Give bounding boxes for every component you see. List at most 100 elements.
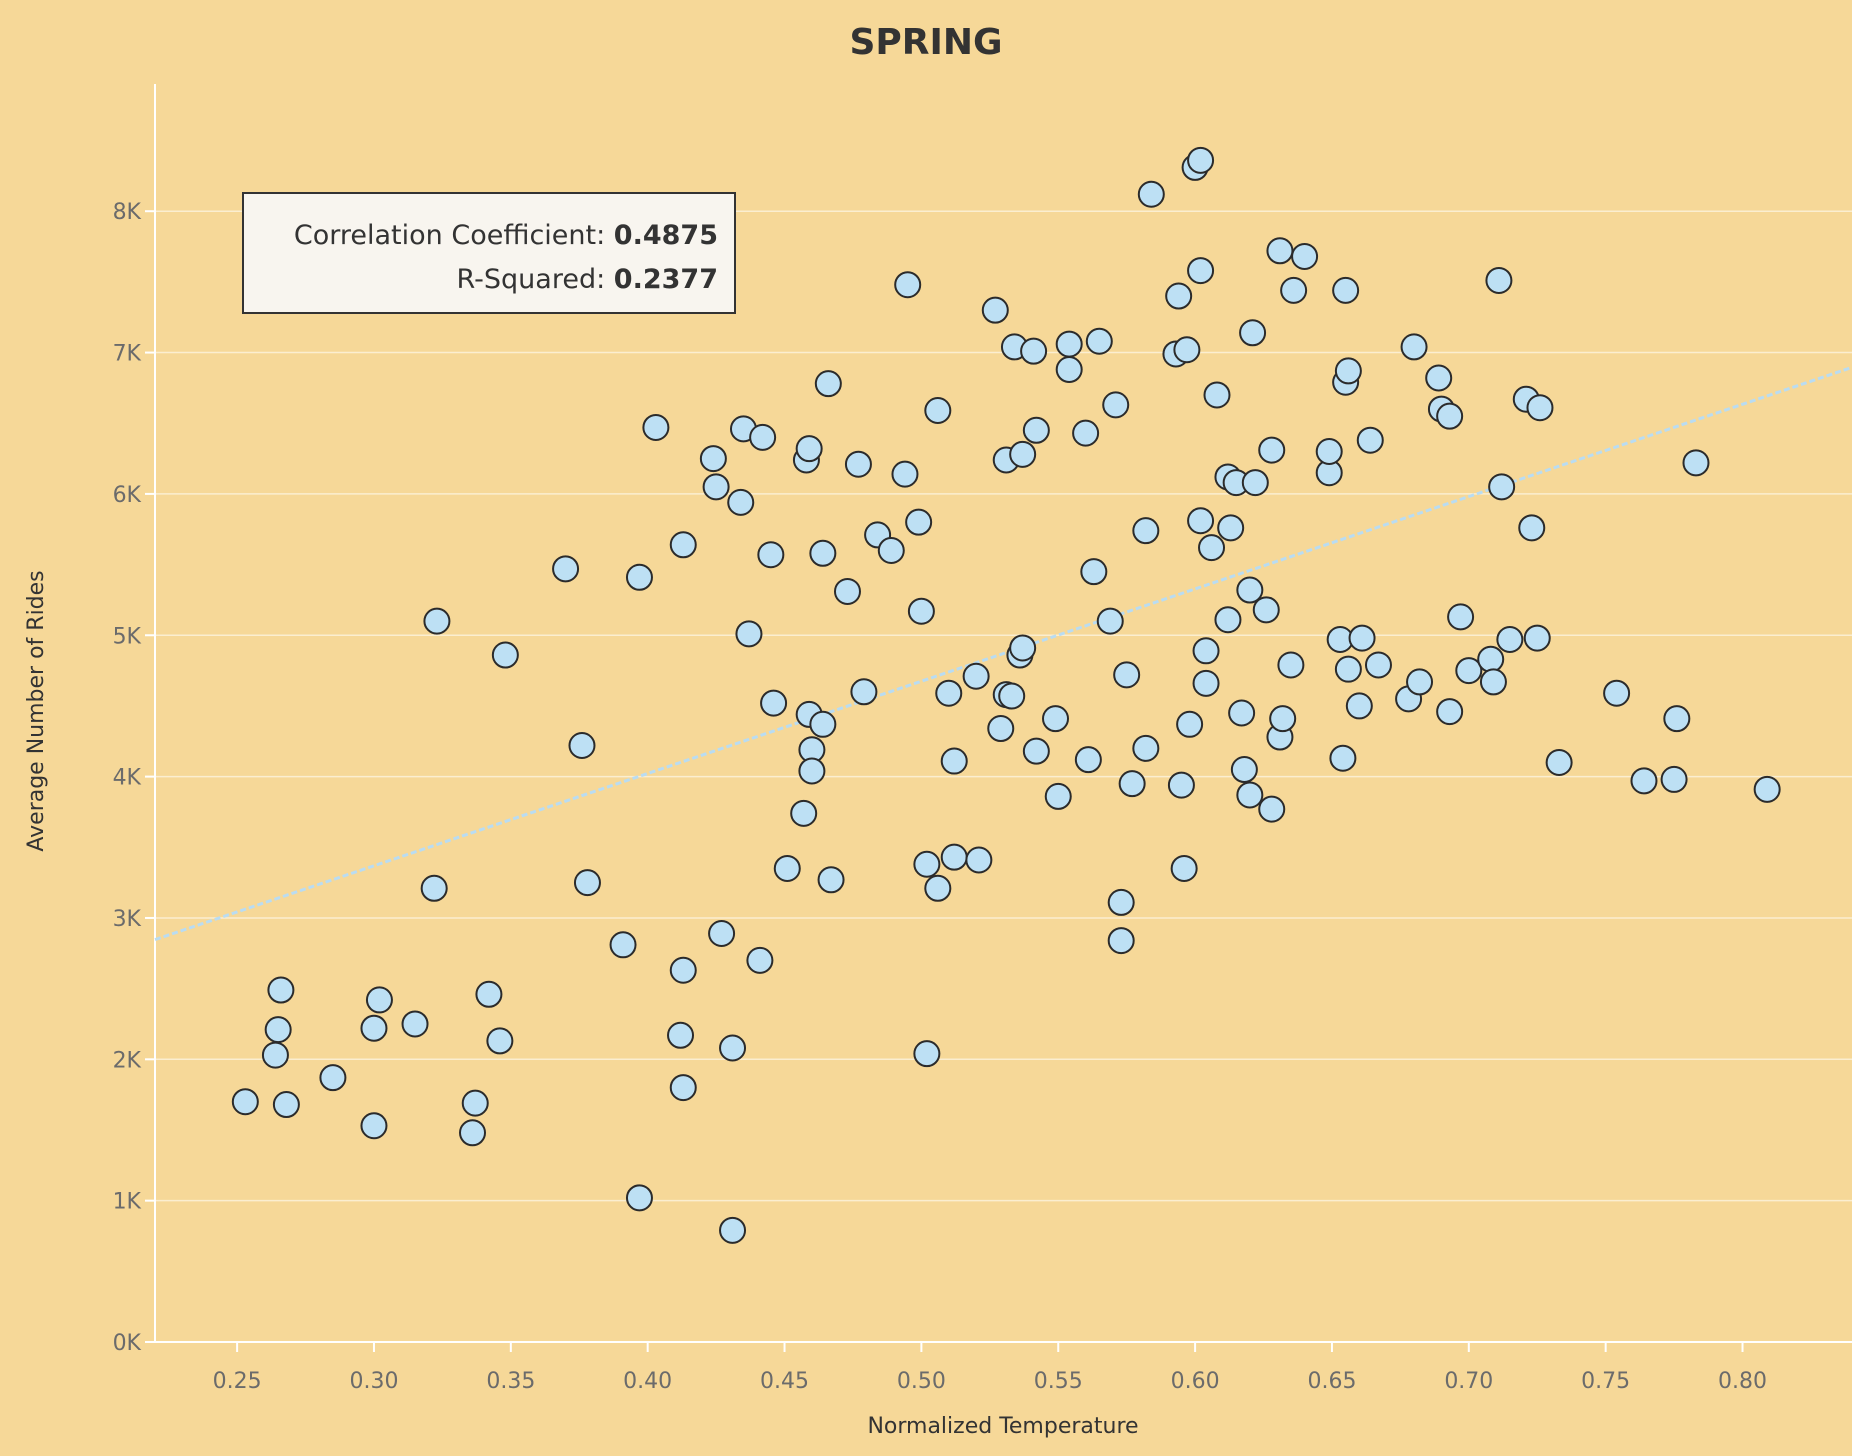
data-point[interactable] bbox=[568, 732, 596, 760]
data-point[interactable] bbox=[461, 1089, 489, 1117]
data-point[interactable] bbox=[1364, 651, 1392, 679]
data-point[interactable] bbox=[1603, 679, 1631, 707]
data-point[interactable] bbox=[1096, 607, 1124, 635]
data-point[interactable] bbox=[1074, 746, 1102, 774]
data-point[interactable] bbox=[757, 541, 785, 569]
data-point[interactable] bbox=[1228, 699, 1256, 727]
data-point[interactable] bbox=[1447, 603, 1475, 631]
data-point[interactable] bbox=[1406, 668, 1434, 696]
data-point[interactable] bbox=[1214, 606, 1242, 634]
data-point[interactable] bbox=[264, 1016, 292, 1044]
data-point[interactable] bbox=[1236, 781, 1264, 809]
data-point[interactable] bbox=[1085, 327, 1113, 355]
data-point[interactable] bbox=[1022, 737, 1050, 765]
data-point[interactable] bbox=[1203, 381, 1231, 409]
data-point[interactable] bbox=[907, 597, 935, 625]
data-point[interactable] bbox=[940, 747, 968, 775]
data-point[interactable] bbox=[1192, 669, 1220, 697]
data-point[interactable] bbox=[667, 1021, 695, 1049]
data-point[interactable] bbox=[231, 1088, 259, 1116]
data-point[interactable] bbox=[981, 296, 1009, 324]
data-point[interactable] bbox=[1682, 449, 1710, 477]
data-point[interactable] bbox=[1523, 624, 1551, 652]
data-point[interactable] bbox=[1080, 558, 1108, 586]
data-point[interactable] bbox=[987, 715, 1015, 743]
data-point[interactable] bbox=[1266, 237, 1294, 265]
data-point[interactable] bbox=[1236, 576, 1264, 604]
data-point[interactable] bbox=[1137, 180, 1165, 208]
data-point[interactable] bbox=[814, 370, 842, 398]
data-point[interactable] bbox=[272, 1091, 300, 1119]
data-point[interactable] bbox=[1132, 734, 1160, 762]
data-point[interactable] bbox=[877, 536, 905, 564]
data-point[interactable] bbox=[1348, 624, 1376, 652]
data-point[interactable] bbox=[1020, 337, 1048, 365]
data-point[interactable] bbox=[1176, 710, 1204, 738]
data-point[interactable] bbox=[1663, 705, 1691, 733]
data-point[interactable] bbox=[924, 874, 952, 902]
data-point[interactable] bbox=[746, 946, 774, 974]
data-point[interactable] bbox=[940, 843, 968, 871]
data-point[interactable] bbox=[719, 1034, 747, 1062]
data-point[interactable] bbox=[809, 539, 837, 567]
data-point[interactable] bbox=[1545, 748, 1573, 776]
data-point[interactable] bbox=[1132, 517, 1160, 545]
data-point[interactable] bbox=[1022, 416, 1050, 444]
data-point[interactable] bbox=[817, 866, 845, 894]
data-point[interactable] bbox=[1269, 705, 1297, 733]
data-point[interactable] bbox=[319, 1064, 347, 1092]
data-point[interactable] bbox=[1334, 655, 1362, 683]
data-point[interactable] bbox=[844, 450, 872, 478]
data-point[interactable] bbox=[486, 1027, 514, 1055]
data-point[interactable] bbox=[1198, 534, 1226, 562]
data-point[interactable] bbox=[962, 662, 990, 690]
data-point[interactable] bbox=[669, 956, 697, 984]
data-point[interactable] bbox=[552, 555, 580, 583]
data-point[interactable] bbox=[1660, 765, 1688, 793]
data-point[interactable] bbox=[1332, 276, 1360, 304]
data-point[interactable] bbox=[790, 799, 818, 827]
data-point[interactable] bbox=[1009, 634, 1037, 662]
data-point[interactable] bbox=[1107, 888, 1135, 916]
data-point[interactable] bbox=[1072, 419, 1100, 447]
data-point[interactable] bbox=[261, 1041, 289, 1069]
data-point[interactable] bbox=[1055, 356, 1083, 384]
data-point[interactable] bbox=[1329, 744, 1357, 772]
data-point[interactable] bbox=[1280, 276, 1308, 304]
data-point[interactable] bbox=[1044, 782, 1072, 810]
data-point[interactable] bbox=[795, 435, 823, 463]
data-point[interactable] bbox=[1291, 242, 1319, 270]
data-point[interactable] bbox=[1526, 394, 1554, 422]
data-point[interactable] bbox=[1477, 645, 1505, 673]
data-point[interactable] bbox=[1192, 637, 1220, 665]
data-point[interactable] bbox=[1400, 333, 1428, 361]
data-point[interactable] bbox=[1217, 514, 1245, 542]
data-point[interactable] bbox=[267, 976, 295, 1004]
data-point[interactable] bbox=[998, 682, 1026, 710]
data-point[interactable] bbox=[905, 508, 933, 536]
data-point[interactable] bbox=[913, 850, 941, 878]
data-point[interactable] bbox=[1479, 668, 1507, 696]
data-point[interactable] bbox=[1107, 927, 1135, 955]
data-point[interactable] bbox=[1518, 514, 1546, 542]
data-point[interactable] bbox=[1230, 756, 1258, 784]
data-point[interactable] bbox=[1187, 257, 1215, 285]
data-point[interactable] bbox=[420, 874, 448, 902]
data-point[interactable] bbox=[1170, 854, 1198, 882]
data-point[interactable] bbox=[1113, 661, 1141, 689]
data-point[interactable] bbox=[475, 980, 503, 1008]
data-point[interactable] bbox=[798, 757, 826, 785]
data-point[interactable] bbox=[1356, 426, 1384, 454]
data-point[interactable] bbox=[833, 577, 861, 605]
data-point[interactable] bbox=[735, 620, 763, 648]
data-point[interactable] bbox=[1630, 767, 1658, 795]
data-point[interactable] bbox=[1488, 473, 1516, 501]
data-point[interactable] bbox=[699, 445, 727, 473]
data-point[interactable] bbox=[749, 423, 777, 451]
data-point[interactable] bbox=[1436, 402, 1464, 430]
data-point[interactable] bbox=[894, 271, 922, 299]
data-point[interactable] bbox=[935, 679, 963, 707]
data-point[interactable] bbox=[809, 710, 837, 738]
data-point[interactable] bbox=[625, 563, 653, 591]
data-point[interactable] bbox=[609, 931, 637, 959]
